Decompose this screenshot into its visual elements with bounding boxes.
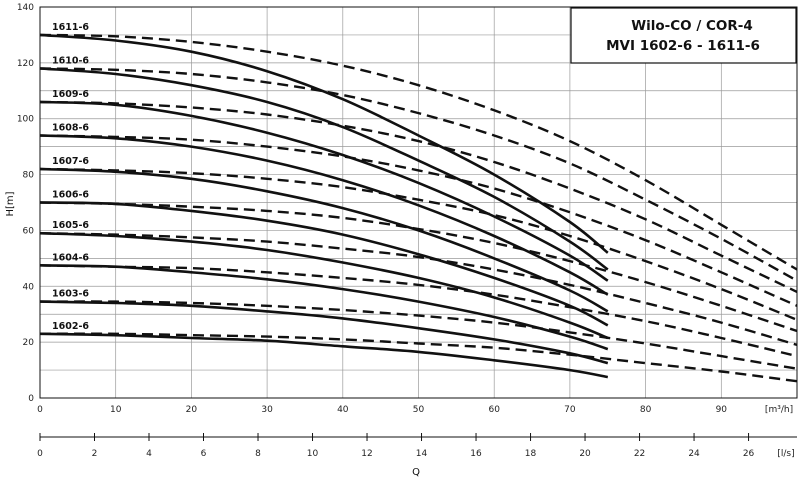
x-tick-label: 90 [716, 405, 728, 415]
x-tick-label: 30 [261, 405, 273, 415]
curve-1609-6-dashed [39, 100, 798, 293]
curve-label-1607-6: 1607-6 [52, 156, 89, 167]
curve-label-1602-6: 1602-6 [52, 321, 89, 332]
x-tick-label: 20 [186, 405, 198, 415]
curve-label-1606-6: 1606-6 [52, 190, 89, 201]
secondary-x-axis: 0 2 4 6 8 10 12 14 16 18 20 22 24 26 [37, 433, 797, 459]
y-tick-label: 140 [17, 3, 34, 13]
curve-1604-6-dashed [39, 264, 798, 358]
y-tick-label: 20 [23, 338, 35, 348]
curve-label-1609-6: 1609-6 [52, 89, 89, 100]
x2-tick-label: 10 [307, 449, 319, 459]
x2-tick-label: 16 [470, 449, 482, 459]
curve-1606-6-dashed [39, 201, 798, 333]
curve-1603-6-solid [39, 300, 609, 365]
curve-label-1608-6: 1608-6 [52, 122, 89, 133]
curve-labels: 1611-6 1610-6 1609-6 1608-6 1607-6 1606-6 1605… [52, 22, 89, 332]
title-box: Wilo-CO / COR-4 MVI 1602-6 - 1611-6 [570, 7, 797, 64]
x2-tick-label: 22 [634, 449, 645, 459]
curve-1604-6-solid [39, 264, 609, 351]
x-units-label: [m³/h] [765, 405, 793, 415]
x2-units-label: [l/s] [777, 449, 794, 459]
curve-1602-6-solid [39, 332, 609, 379]
curve-1606-6-solid [39, 201, 609, 327]
curve-1603-6-dashed [39, 300, 798, 370]
y-tick-label: 40 [23, 282, 35, 292]
curve-1605-6-solid [39, 231, 609, 340]
x2-tick-label: 18 [525, 449, 537, 459]
x2-tick-label: 12 [361, 449, 372, 459]
curves [39, 33, 798, 383]
plot-frame [39, 6, 798, 399]
x-tick-label: 0 [37, 405, 43, 415]
curve-label-1603-6: 1603-6 [52, 289, 89, 300]
y-tick-label: 120 [17, 59, 34, 69]
curve-label-1605-6: 1605-6 [52, 220, 89, 231]
curve-1611-6-solid [39, 33, 609, 254]
x2-tick-label: 20 [579, 449, 591, 459]
y-axis-label: H[m] [5, 191, 16, 216]
curve-1611-6-dashed [39, 33, 798, 271]
curve-label-1611-6: 1611-6 [52, 22, 89, 33]
y-tick-label: 100 [17, 115, 34, 125]
curve-1607-6-solid [39, 167, 609, 313]
y-tick-label: 0 [28, 394, 34, 404]
x2-tick-label: 8 [255, 449, 261, 459]
x2-tick-label: 6 [201, 449, 207, 459]
x2-tick-label: 4 [146, 449, 152, 459]
x2-tick-label: 26 [743, 449, 755, 459]
curve-1609-6-solid [39, 100, 609, 282]
x2-tick-label: 24 [688, 449, 700, 459]
curve-1610-6-solid [39, 67, 609, 271]
curve-label-1604-6: 1604-6 [52, 252, 89, 263]
x-tick-label: 50 [413, 405, 425, 415]
curve-1607-6-dashed [39, 167, 798, 321]
curve-1602-6-dashed [39, 332, 798, 383]
x2-tick-label: 14 [416, 449, 428, 459]
title-line-1: Wilo-CO / COR-4 [631, 18, 753, 34]
y-tick-label: 80 [23, 171, 35, 181]
x-tick-label: 10 [110, 405, 122, 415]
title-line-2: MVI 1602-6 - 1611-6 [606, 38, 760, 54]
x2-tick-label: 0 [37, 449, 43, 459]
curve-label-1610-6: 1610-6 [52, 55, 89, 66]
curve-1605-6-dashed [39, 232, 798, 347]
x2-tick-label: 2 [92, 449, 98, 459]
x-tick-label: 80 [640, 405, 652, 415]
title-frame [570, 7, 797, 64]
x-axis-label: Q [412, 467, 420, 478]
x-tick-label: 70 [564, 405, 576, 415]
curve-1608-6-solid [39, 134, 609, 296]
curve-1608-6-dashed [39, 134, 798, 307]
y-tick-label: 60 [23, 226, 35, 236]
x-tick-label: 40 [337, 405, 349, 415]
x-tick-label: 60 [488, 405, 500, 415]
